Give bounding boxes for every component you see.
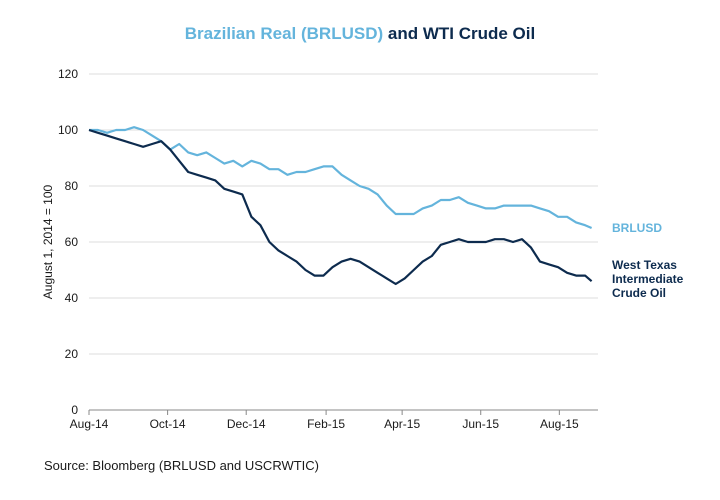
y-axis-label: August 1, 2014 = 100	[41, 184, 55, 299]
x-tick-label: Aug-15	[540, 417, 579, 431]
series-line-brlusd	[89, 126, 593, 230]
source-note: Source: Bloomberg (BRLUSD and USCRWTIC)	[44, 458, 320, 473]
series-label-line: Intermediate	[612, 272, 684, 286]
y-tick-label: 20	[65, 347, 79, 361]
y-tick-label: 0	[71, 403, 78, 417]
y-tick-label: 60	[65, 235, 79, 249]
series-label-line: West Texas	[612, 258, 677, 272]
y-tick-label: 100	[58, 123, 78, 137]
chart-title-part1: Brazilian Real (BRLUSD)	[184, 24, 384, 43]
x-tick-label: Aug-14	[70, 417, 109, 431]
x-tick-label: Apr-15	[384, 417, 420, 431]
x-tick-label: Oct-14	[150, 417, 186, 431]
x-tick-label: Jun-15	[462, 417, 499, 431]
series-label-wti: West Texas Intermediate Crude Oil	[612, 258, 684, 300]
y-tick-label: 40	[65, 291, 79, 305]
x-tick-label: Feb-15	[307, 417, 345, 431]
series-label-line: BRLUSD	[612, 221, 662, 235]
chart-title: Brazilian Real (BRLUSD) and WTI Crude Oi…	[0, 24, 720, 44]
chart-title-part2: and WTI Crude Oil	[383, 24, 536, 43]
y-tick-label: 80	[65, 179, 79, 193]
series-label-brlusd: BRLUSD	[612, 221, 662, 235]
series-label-line: Crude Oil	[612, 286, 666, 300]
y-tick-label: 120	[58, 67, 78, 81]
series-line-wti	[88, 128, 593, 286]
x-tick-label: Dec-14	[227, 417, 266, 431]
